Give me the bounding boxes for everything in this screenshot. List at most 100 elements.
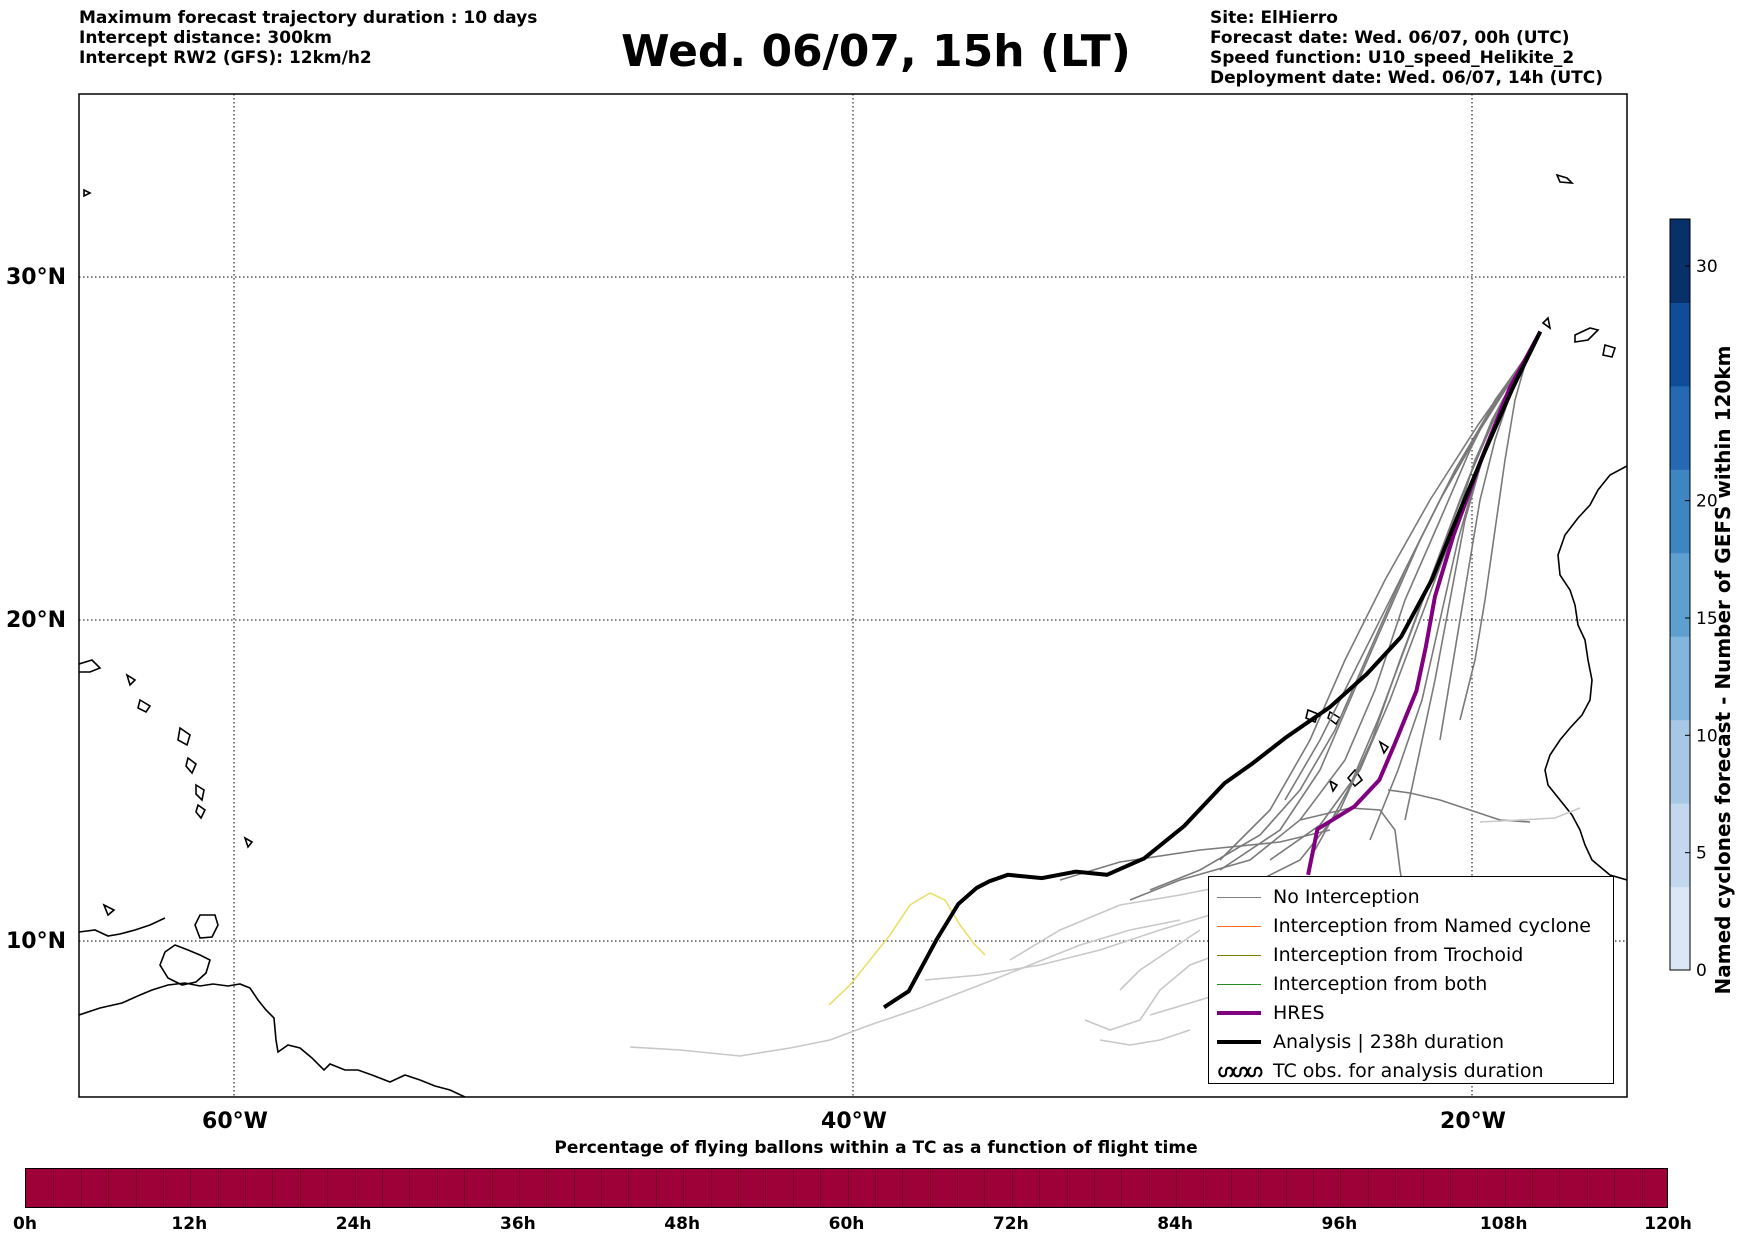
time-colorbar bbox=[25, 1168, 1668, 1208]
time-colorbar-divider bbox=[1340, 1169, 1342, 1207]
time-colorbar-divider bbox=[108, 1169, 110, 1207]
cyclone-colorbar-segment bbox=[1670, 719, 1690, 804]
coast-venezuela-east bbox=[159, 944, 211, 986]
header-site: Site: ElHierro bbox=[1210, 8, 1338, 28]
island-cv-5 bbox=[1328, 779, 1339, 793]
island-7 bbox=[243, 836, 254, 849]
lon-label-20: 20°W bbox=[1440, 1109, 1506, 1134]
island-1 bbox=[177, 726, 191, 747]
time-colorbar-divider bbox=[217, 1169, 219, 1207]
island-4 bbox=[195, 803, 207, 820]
header-info-left: Maximum forecast trajectory duration : 1… bbox=[79, 8, 537, 68]
time-colorbar-divider bbox=[327, 1169, 329, 1207]
time-colorbar-divider bbox=[1477, 1169, 1479, 1207]
time-colorbar-divider bbox=[1230, 1169, 1232, 1207]
lat-label-10: 10°N bbox=[6, 929, 66, 954]
coast-canary-2 bbox=[1602, 343, 1617, 358]
time-colorbar-divider bbox=[1559, 1169, 1561, 1207]
time-colorbar-divider bbox=[1121, 1169, 1123, 1207]
time-colorbar-divider bbox=[765, 1169, 767, 1207]
legend-label-named-cyclone: Interception from Named cyclone bbox=[1273, 915, 1591, 937]
cyclone-colorbar-segment bbox=[1670, 636, 1690, 721]
time-colorbar-divider bbox=[573, 1169, 575, 1207]
time-colorbar-divider bbox=[518, 1169, 520, 1207]
time-colorbar-divider bbox=[874, 1169, 876, 1207]
legend-label-no-interception: No Interception bbox=[1273, 886, 1420, 908]
island-cv-3 bbox=[1305, 708, 1320, 724]
time-colorbar-divider bbox=[984, 1169, 986, 1207]
time-colorbar-divider bbox=[1395, 1169, 1397, 1207]
coast-madeira bbox=[1555, 173, 1575, 184]
time-colorbar-divider bbox=[245, 1169, 247, 1207]
legend-item-both: Interception from both bbox=[1217, 970, 1487, 998]
legend-label-trochoid: Interception from Trochoid bbox=[1273, 944, 1524, 966]
time-colorbar-tick-label: 12h bbox=[171, 1214, 208, 1234]
legend-swatch-trochoid bbox=[1217, 954, 1261, 956]
time-colorbar-divider bbox=[1176, 1169, 1178, 1207]
time-colorbar-divider bbox=[491, 1169, 493, 1207]
cyclone-colorbar-tick-label: 10 bbox=[1696, 726, 1718, 746]
time-colorbar-divider bbox=[683, 1169, 685, 1207]
analysis-trajectory bbox=[882, 330, 1543, 1009]
cyclone-colorbar-segment bbox=[1670, 886, 1690, 971]
time-colorbar-divider bbox=[1641, 1169, 1643, 1207]
time-colorbar-divider bbox=[1203, 1169, 1205, 1207]
time-colorbar-divider bbox=[546, 1169, 548, 1207]
cyclone-colorbar-label: Named cyclones forecast - Number of GEFS… bbox=[1711, 345, 1735, 995]
time-colorbar-tick-label: 48h bbox=[664, 1214, 701, 1234]
time-colorbar-divider bbox=[272, 1169, 274, 1207]
legend-item-no-interception: No Interception bbox=[1217, 883, 1420, 911]
island-8 bbox=[102, 903, 116, 917]
coast-africa bbox=[1544, 465, 1627, 881]
legend-label-analysis: Analysis | 238h duration bbox=[1273, 1031, 1505, 1053]
legend-swatch-hres bbox=[1217, 1011, 1261, 1015]
time-colorbar-divider bbox=[190, 1169, 192, 1207]
legend-label-both: Interception from both bbox=[1273, 973, 1488, 995]
cyclone-colorbar-tick-label: 5 bbox=[1696, 844, 1707, 864]
legend-item-hres: HRES bbox=[1217, 999, 1325, 1027]
coast-south-america bbox=[79, 982, 466, 1097]
cyclone-colorbar-segment bbox=[1670, 803, 1690, 888]
header-forecast-date: Forecast date: Wed. 06/07, 00h (UTC) bbox=[1210, 28, 1570, 48]
time-colorbar-divider bbox=[464, 1169, 466, 1207]
coast-east-caribbean bbox=[79, 659, 102, 673]
island-cv-2 bbox=[1346, 768, 1364, 788]
ensemble-trajectories bbox=[1059, 353, 1531, 901]
time-colorbar-divider bbox=[710, 1169, 712, 1207]
time-colorbar-divider bbox=[957, 1169, 959, 1207]
time-colorbar-divider bbox=[820, 1169, 822, 1207]
coastlines bbox=[79, 173, 1627, 1097]
time-colorbar-tick-label: 0h bbox=[13, 1214, 37, 1234]
time-colorbar-tick-label: 60h bbox=[828, 1214, 865, 1234]
time-colorbar-divider bbox=[162, 1169, 164, 1207]
time-colorbar-divider bbox=[601, 1169, 603, 1207]
legend-swatch-named-cyclone bbox=[1217, 925, 1261, 927]
time-colorbar-divider bbox=[1011, 1169, 1013, 1207]
time-colorbar-divider bbox=[1285, 1169, 1287, 1207]
yellow-trajectory bbox=[828, 892, 986, 1006]
island-9 bbox=[83, 188, 92, 198]
coast-caribbean-north bbox=[79, 917, 166, 937]
time-colorbar-tick-label: 108h bbox=[1479, 1214, 1528, 1234]
time-colorbar-divider bbox=[1066, 1169, 1068, 1207]
legend-item-trochoid: Interception from Trochoid bbox=[1217, 941, 1523, 969]
time-colorbar-tick-label: 84h bbox=[1157, 1214, 1193, 1234]
time-colorbar-divider bbox=[1148, 1169, 1150, 1207]
header-intercept-distance: Intercept distance: 300km bbox=[79, 28, 332, 48]
coast-canary-1 bbox=[1574, 327, 1600, 343]
time-colorbar-divider bbox=[1614, 1169, 1616, 1207]
time-colorbar-tick-label: 36h bbox=[500, 1214, 536, 1234]
cyclone-colorbar: 0 5 10 15 20 30 bbox=[1669, 218, 1718, 981]
time-colorbar-divider bbox=[1313, 1169, 1315, 1207]
island-cv-1 bbox=[1327, 710, 1342, 726]
map-gridlines bbox=[79, 94, 1627, 1097]
cyclone-colorbar-segment bbox=[1670, 469, 1690, 554]
time-colorbar-tick-label: 96h bbox=[1321, 1214, 1358, 1234]
header-max-duration: Maximum forecast trajectory duration : 1… bbox=[79, 8, 538, 28]
time-colorbar-divider bbox=[299, 1169, 301, 1207]
time-colorbar-divider bbox=[628, 1169, 630, 1207]
map-frame bbox=[78, 93, 1628, 1098]
lon-label-40: 40°W bbox=[821, 1109, 887, 1134]
time-colorbar-divider bbox=[1039, 1169, 1041, 1207]
